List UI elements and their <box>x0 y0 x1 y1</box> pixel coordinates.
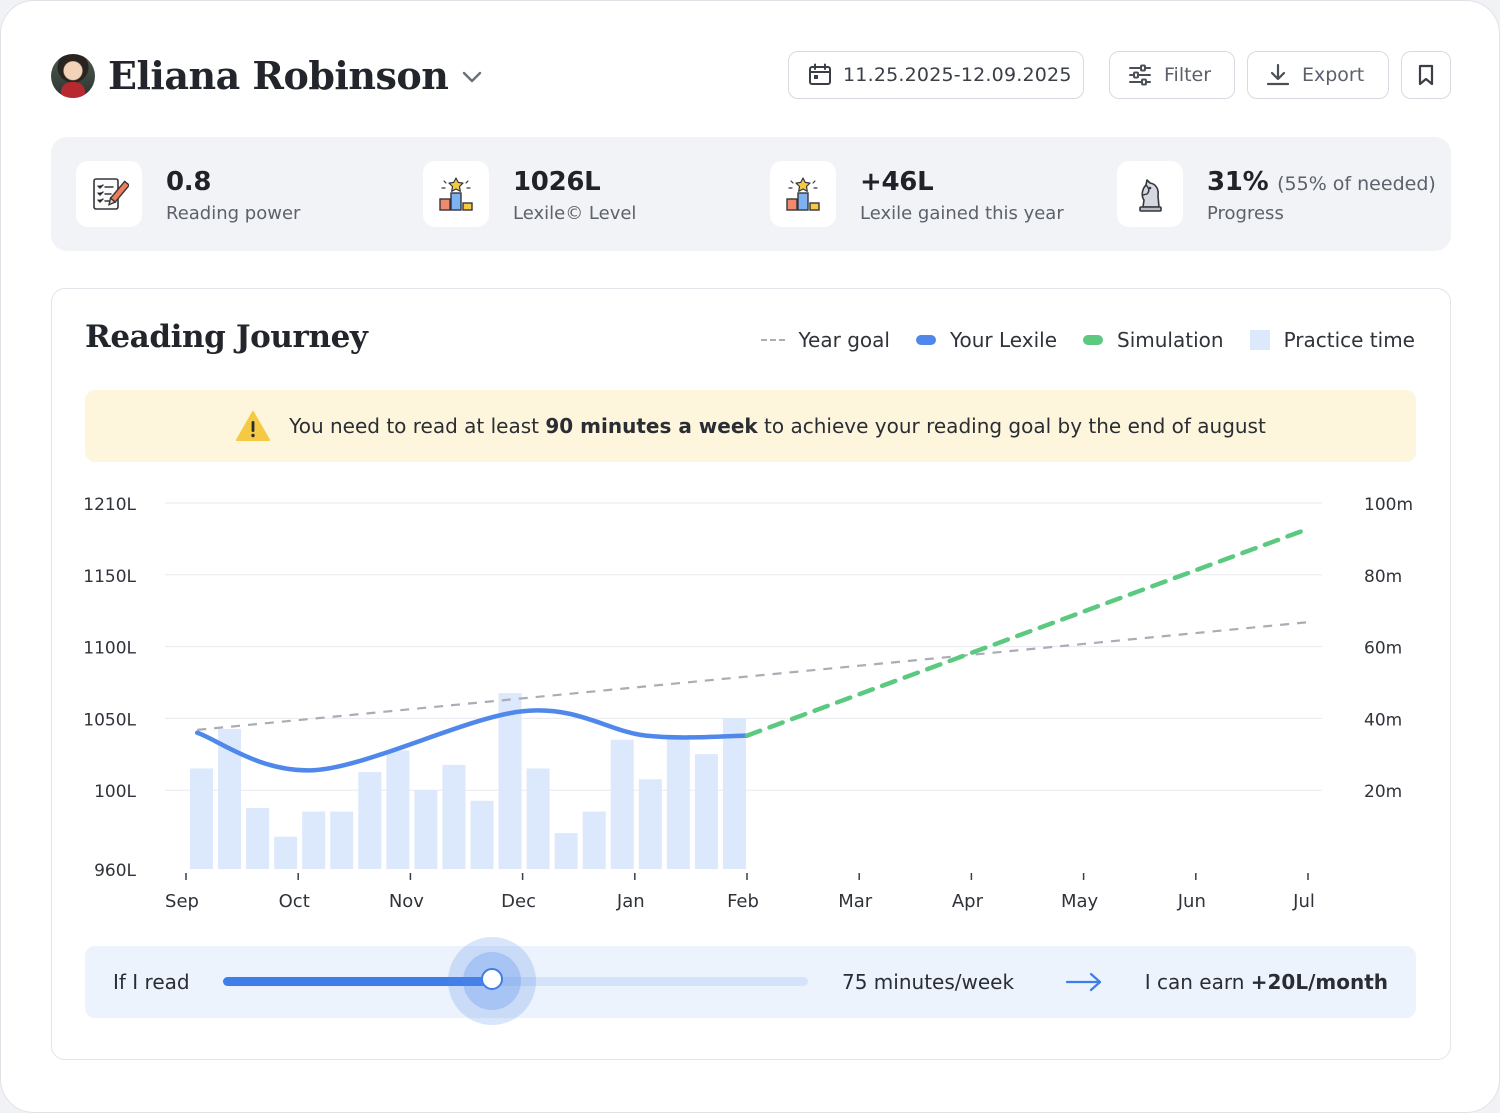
simulator-lead: If I read <box>113 970 190 994</box>
stat-value: 0.8 <box>166 167 212 197</box>
stat-value: +46L <box>860 167 934 197</box>
reading-journey-card: Reading Journey Year goal Your Lexile Si… <box>51 288 1451 1060</box>
practice-time-bar <box>274 836 298 869</box>
chess-knight-icon <box>1117 161 1183 227</box>
stat-label: Progress <box>1207 203 1284 224</box>
podium-star-icon <box>770 161 836 227</box>
x-tick-label: May <box>1061 891 1099 912</box>
arrow-right-icon <box>1065 972 1102 992</box>
avatar[interactable] <box>51 54 95 98</box>
y-left-tick-label: 1050L <box>83 710 136 730</box>
warning-icon <box>236 411 271 441</box>
y-right-tick-label: 80m <box>1364 567 1402 587</box>
reading-simulator: If I read 75 minutes/week I can earn +20… <box>85 937 1416 1025</box>
x-tick-label: Apr <box>952 891 984 912</box>
x-tick-label: Dec <box>501 891 536 912</box>
practice-time-bar <box>526 768 550 869</box>
practice-time-bar <box>302 811 326 869</box>
your-lexile-line <box>194 708 750 773</box>
simulation-line <box>744 526 1311 738</box>
practice-time-bar <box>554 833 578 869</box>
practice-time-bar <box>694 754 718 869</box>
student-name[interactable]: Eliana Robinson <box>108 53 449 98</box>
y-left-tick-label: 1150L <box>83 567 136 587</box>
stat-value: 1026L <box>513 167 601 197</box>
stat-label: Lexile gained this year <box>860 203 1064 224</box>
x-tick-label: Jan <box>616 891 645 912</box>
legend-simulation: Simulation <box>1083 328 1224 352</box>
slider-thumb[interactable] <box>481 968 504 990</box>
stat-subvalue: (55% of needed) <box>1277 173 1436 195</box>
x-tick-label: Nov <box>389 891 424 912</box>
practice-time-bar <box>442 764 466 869</box>
date-range-button[interactable]: 11.25.2025-12.09.2025 <box>788 51 1084 99</box>
y-left-tick-label: 100L <box>94 782 136 802</box>
y-right-tick-label: 100m <box>1364 495 1413 515</box>
x-tick-label: Mar <box>838 891 873 912</box>
y-left-tick-label: 1100L <box>83 639 136 659</box>
export-label: Export <box>1302 64 1365 86</box>
podium-star-icon <box>423 161 489 227</box>
header: Eliana Robinson 11.25.2025-12.09.2025 <box>51 51 1451 101</box>
bookmark-button[interactable] <box>1401 51 1451 99</box>
practice-time-bar <box>358 772 382 869</box>
chart-legend: Year goal Your Lexile Simulation Practic… <box>735 325 1415 355</box>
x-tick-label: Jun <box>1177 891 1206 912</box>
practice-time-bar <box>498 693 522 869</box>
filter-label: Filter <box>1164 64 1212 86</box>
alert-text: You need to read at least 90 minutes a w… <box>289 414 1266 438</box>
calendar-icon <box>809 63 831 85</box>
export-button[interactable]: Export <box>1247 51 1389 99</box>
stat-label: Reading power <box>166 203 301 224</box>
reading-minutes-slider[interactable] <box>223 937 808 1025</box>
legend-your-lexile: Your Lexile <box>915 328 1057 352</box>
simulator-value: 75 minutes/week <box>842 970 1015 994</box>
legend-practice-time: Practice time <box>1249 328 1415 352</box>
practice-time-bar <box>330 811 354 869</box>
y-left-tick-label: 1210L <box>83 495 136 515</box>
bookmark-icon <box>1418 64 1434 86</box>
download-icon <box>1266 63 1290 86</box>
card-title: Reading Journey <box>85 319 368 355</box>
y-right-tick-label: 20m <box>1364 782 1402 802</box>
simulator-result: I can earn +20L/month <box>1144 970 1388 994</box>
practice-time-bar <box>246 807 270 869</box>
date-range-label: 11.25.2025-12.09.2025 <box>843 64 1072 86</box>
practice-time-bar <box>386 750 410 869</box>
practice-time-bar <box>218 728 242 869</box>
slider-fill <box>223 977 493 986</box>
filter-button[interactable]: Filter <box>1109 51 1235 99</box>
sliders-icon <box>1129 64 1151 86</box>
practice-time-bar <box>666 736 690 869</box>
reading-journey-chart: 1210L 1150L 1100L 1050L 100L 960L 100m 80m 60m 40… <box>83 495 1413 912</box>
x-tick-label: Sep <box>165 891 199 912</box>
practice-time-bar <box>582 811 606 869</box>
chevron-down-icon[interactable] <box>459 64 485 90</box>
y-left-tick-label: 960L <box>94 861 136 881</box>
checklist-pencil-icon <box>76 161 142 227</box>
practice-time-bar <box>610 739 634 869</box>
reading-goal-alert: You need to read at least 90 minutes a w… <box>85 390 1416 462</box>
x-tick-label: Feb <box>727 891 759 912</box>
x-tick-label: Jul <box>1292 891 1315 912</box>
x-tick-label: Oct <box>279 891 310 912</box>
year-goal-line <box>197 621 1309 731</box>
practice-time-bar <box>190 768 213 869</box>
stats-bar: 0.8 Reading power 1026L Lexile© Level <box>51 137 1451 251</box>
practice-time-bar <box>638 779 662 869</box>
stat-label: Lexile© Level <box>513 203 637 224</box>
practice-time-bar <box>470 800 494 869</box>
practice-time-bar <box>722 718 746 869</box>
y-right-tick-label: 60m <box>1364 639 1402 659</box>
y-right-tick-label: 40m <box>1364 710 1402 730</box>
legend-year-goal: Year goal <box>760 328 890 352</box>
practice-time-bar <box>414 790 438 869</box>
stat-value: 31% (55% of needed) <box>1207 167 1436 197</box>
